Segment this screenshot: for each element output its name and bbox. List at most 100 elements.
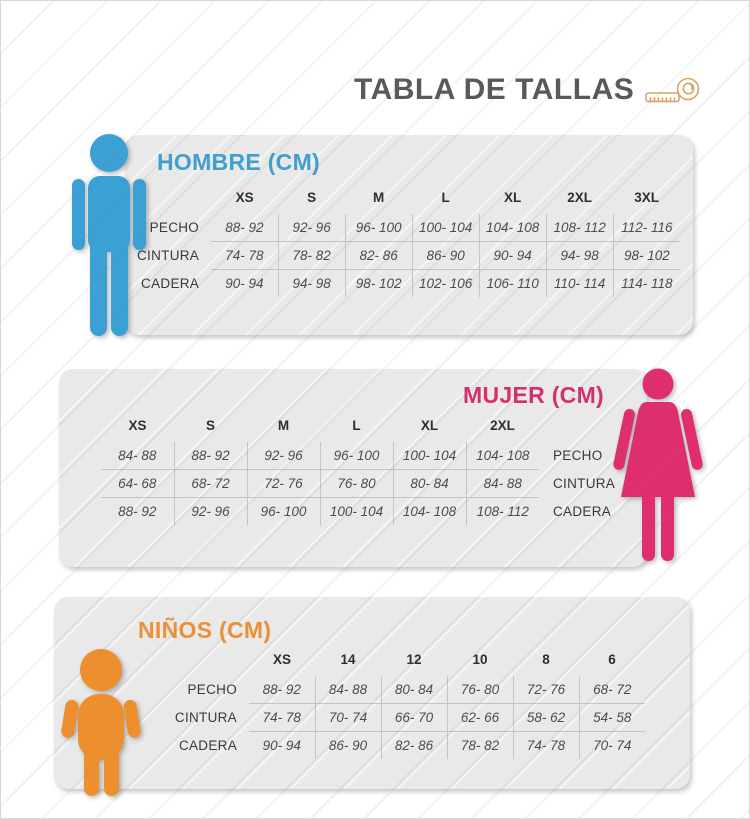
measurement-label: CINTURA bbox=[553, 476, 616, 491]
size-range-cell: 54- 58 bbox=[578, 703, 645, 732]
size-range-cell: 68- 72 bbox=[173, 469, 247, 498]
size-column-header: M bbox=[277, 418, 290, 433]
size-column-header: XL bbox=[420, 418, 439, 433]
section-heading-hombre: HOMBRE (CM) bbox=[157, 149, 320, 175]
size-range-cell: 88- 92 bbox=[262, 682, 301, 697]
measurement-row: 88- 92 92- 96 96- 100 100- 104 104- 108 108- … bbox=[101, 497, 615, 525]
measurement-row: PECHO 88- 92 92- 96 96- 100 100- 104 104- 108… bbox=[137, 214, 681, 242]
size-column-header: M bbox=[372, 190, 385, 205]
size-range-cell: 98- 102 bbox=[612, 241, 681, 270]
size-header-row: XS S M L XL 2XL 3XL bbox=[137, 187, 680, 214]
size-range-cell: 108- 112 bbox=[545, 214, 614, 242]
measurement-row: CINTURA 74- 78 70- 74 66- 70 62- 66 58- 62 54-… bbox=[159, 703, 645, 732]
size-range-cell: 92- 96 bbox=[277, 214, 346, 242]
size-range-cell: 88- 92 bbox=[173, 442, 247, 470]
header-spacer bbox=[539, 415, 615, 442]
size-column-header: 10 bbox=[472, 652, 488, 667]
size-range-cell: 90- 94 bbox=[478, 241, 547, 270]
size-range-cell: 104- 108 bbox=[465, 442, 539, 470]
size-range-cell: 102- 106 bbox=[411, 269, 480, 297]
size-range-cell: 100- 104 bbox=[411, 214, 480, 242]
size-range-cell: 66- 70 bbox=[380, 703, 447, 732]
size-range-cell: 88- 92 bbox=[225, 220, 264, 235]
page-title: TABLA DE TALLAS bbox=[354, 73, 635, 106]
size-column-header: S bbox=[307, 190, 317, 205]
size-range-cell: 80- 84 bbox=[392, 469, 466, 498]
size-range-cell: 62- 66 bbox=[446, 703, 513, 732]
size-table-hombre: XS S M L XL 2XL 3XL PECHO 88- 92 92- 96 96- 100 100… bbox=[137, 187, 681, 297]
size-column-header: XS bbox=[128, 418, 147, 433]
size-range-cell: 58- 62 bbox=[512, 703, 579, 732]
size-range-cell: 90- 94 bbox=[249, 731, 315, 759]
measuring-tape-icon bbox=[645, 77, 700, 103]
size-table: XS S M L XL 2XL 84- 88 88- 92 92- 96 96- 100 100- … bbox=[101, 415, 615, 525]
size-column-header: L bbox=[352, 418, 361, 433]
size-range-cell: 74- 78 bbox=[512, 731, 579, 759]
man-icon bbox=[72, 134, 146, 336]
size-column-header: XS bbox=[235, 190, 254, 205]
section-heading-ninos: NIÑOS (CM) bbox=[138, 617, 272, 643]
size-range-cell: 82- 86 bbox=[380, 731, 447, 759]
size-range-cell: 84- 88 bbox=[118, 448, 157, 463]
size-range-cell: 76- 80 bbox=[446, 676, 513, 704]
child-icon bbox=[61, 649, 141, 796]
size-range-cell: 104- 108 bbox=[392, 497, 466, 525]
size-range-cell: 98- 102 bbox=[344, 269, 413, 297]
size-range-cell: 84- 88 bbox=[465, 469, 539, 498]
size-range-cell: 86- 90 bbox=[411, 241, 480, 270]
header-spacer bbox=[159, 649, 249, 676]
section-heading-mujer: MUJER (CM) bbox=[463, 382, 604, 408]
size-range-cell: 96- 100 bbox=[246, 497, 320, 525]
size-table: XS S M L XL 2XL 3XL PECHO 88- 92 92- 96 96- 100 100… bbox=[137, 187, 681, 297]
size-range-cell: 68- 72 bbox=[578, 676, 645, 704]
measurement-row: CADERA 90- 94 94- 98 98- 102 102- 106 106- 11… bbox=[137, 269, 681, 297]
size-column-header: 14 bbox=[340, 652, 356, 667]
size-range-cell: 90- 94 bbox=[211, 269, 279, 297]
size-column-header: 2XL bbox=[567, 190, 592, 205]
panel-mujer-background bbox=[59, 369, 647, 567]
size-range-cell: 80- 84 bbox=[380, 676, 447, 704]
size-column-header: 2XL bbox=[490, 418, 515, 433]
size-table: XS 14 12 10 8 6 PECHO 88- 92 84- 88 80- 84 76- 80 7… bbox=[159, 649, 645, 759]
size-table-mujer: XS S M L XL 2XL 84- 88 88- 92 92- 96 96- 100 100- … bbox=[101, 415, 615, 525]
size-range-cell: 88- 92 bbox=[101, 497, 174, 525]
measurement-row: 64- 68 68- 72 72- 76 76- 80 80- 84 84- 88 CINT… bbox=[101, 469, 616, 498]
measurement-row: 84- 88 88- 92 92- 96 96- 100 100- 104 104- 10… bbox=[101, 442, 615, 470]
size-range-cell: 72- 76 bbox=[512, 676, 579, 704]
size-column-header: L bbox=[441, 190, 450, 205]
size-range-cell: 64- 68 bbox=[101, 469, 174, 498]
size-range-cell: 92- 96 bbox=[173, 497, 247, 525]
size-range-cell: 74- 78 bbox=[249, 703, 315, 732]
measurement-row: PECHO 88- 92 84- 88 80- 84 76- 80 72- 76 68- 7… bbox=[159, 676, 645, 704]
size-range-cell: 72- 76 bbox=[246, 469, 320, 498]
size-header-row: XS 14 12 10 8 6 bbox=[159, 649, 645, 676]
page-header: TABLA DE TALLAS bbox=[354, 73, 702, 107]
size-range-cell: 94- 98 bbox=[545, 241, 614, 270]
size-range-cell: 112- 116 bbox=[612, 214, 681, 242]
measurement-row: CADERA 90- 94 86- 90 82- 86 78- 82 74- 78 70- … bbox=[159, 731, 645, 759]
measurement-label: CADERA bbox=[178, 737, 237, 753]
size-range-cell: 114- 118 bbox=[612, 269, 681, 297]
measurement-label: PECHO bbox=[553, 448, 603, 464]
size-range-cell: 94- 98 bbox=[277, 269, 346, 297]
size-table-ninos: XS 14 12 10 8 6 PECHO 88- 92 84- 88 80- 84 76- 80 7… bbox=[159, 649, 645, 759]
measurement-row: CINTURA 74- 78 78- 82 82- 86 86- 90 90- 94 94-… bbox=[137, 241, 681, 270]
size-range-cell: 96- 100 bbox=[344, 214, 413, 242]
measurement-label: PECHO bbox=[149, 220, 200, 236]
size-column-header: XS bbox=[272, 652, 291, 667]
size-range-cell: 110- 114 bbox=[545, 269, 614, 297]
size-range-cell: 76- 80 bbox=[319, 469, 393, 498]
size-column-header: 6 bbox=[608, 652, 616, 667]
woman-icon bbox=[613, 368, 703, 561]
size-header-row: XS S M L XL 2XL bbox=[101, 415, 615, 442]
size-range-cell: 84- 88 bbox=[314, 676, 381, 704]
measurement-label: CADERA bbox=[553, 503, 612, 519]
size-range-cell: 78- 82 bbox=[446, 731, 513, 759]
size-range-cell: 106- 110 bbox=[478, 269, 547, 297]
size-range-cell: 96- 100 bbox=[319, 442, 393, 470]
size-range-cell: 100- 104 bbox=[319, 497, 393, 525]
size-range-cell: 70- 74 bbox=[314, 703, 381, 732]
size-range-cell: 78- 82 bbox=[277, 241, 346, 270]
size-range-cell: 70- 74 bbox=[578, 731, 645, 759]
